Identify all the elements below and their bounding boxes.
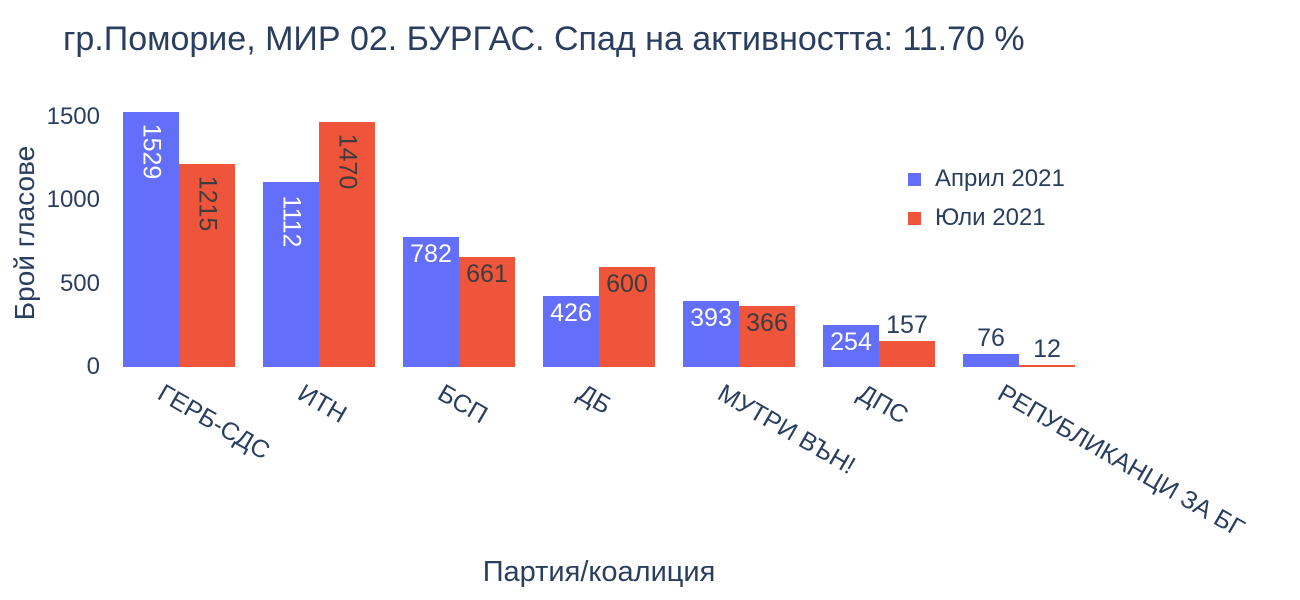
legend-item-label: Април 2021 <box>935 165 1065 192</box>
bar-april-2021 <box>543 296 599 367</box>
april-2021-series-swatch <box>908 172 921 186</box>
x-tick-label: ИТН <box>293 379 352 429</box>
bar-april-2021 <box>403 237 459 367</box>
chart-title: гр.Поморие, МИР 02. БУРГАС. Спад на акти… <box>63 20 1025 58</box>
y-tick-label: 1500 <box>46 103 100 130</box>
bar-april-2021 <box>683 301 739 367</box>
bar-july-2021 <box>739 306 795 367</box>
x-tick-label: ГЕРБ-СДС <box>153 379 275 466</box>
legend-item-label: Юли 2021 <box>935 204 1046 231</box>
x-tick-label: МУТРИ ВЪН! <box>713 379 861 481</box>
bar-april-2021 <box>823 325 879 367</box>
y-tick-label: 500 <box>59 269 100 297</box>
x-axis-title: Партия/коалиция <box>482 556 716 588</box>
x-tick-label: ДПС <box>853 379 913 430</box>
bar-july-2021 <box>319 122 375 367</box>
july-2021-series-swatch <box>908 211 921 225</box>
legend-item-july-2021[interactable]: Юли 2021 <box>908 204 1065 232</box>
y-tick-label: 1000 <box>46 186 100 214</box>
bar-july-2021 <box>879 341 935 367</box>
x-tick-label: ДБ <box>573 379 616 420</box>
bar-july-2021 <box>459 257 515 367</box>
legend-item-april-2021[interactable]: Април 2021 <box>908 165 1065 193</box>
bar-april-2021 <box>263 182 319 367</box>
bar-july-2021 <box>599 267 655 367</box>
x-tick-label: БСП <box>433 379 493 430</box>
y-tick-label: 0 <box>86 353 100 380</box>
x-tick-label: РЕПУБЛИКАНЦИ ЗА БГ <box>993 379 1249 543</box>
bar-july-2021 <box>179 164 235 367</box>
bar-value-label: 76 <box>977 323 1005 352</box>
bar-july-2021 <box>1019 365 1075 367</box>
legend: Април 2021 Юли 2021 <box>908 165 1065 232</box>
bar-april-2021 <box>123 112 179 367</box>
bar-april-2021 <box>963 354 1019 367</box>
